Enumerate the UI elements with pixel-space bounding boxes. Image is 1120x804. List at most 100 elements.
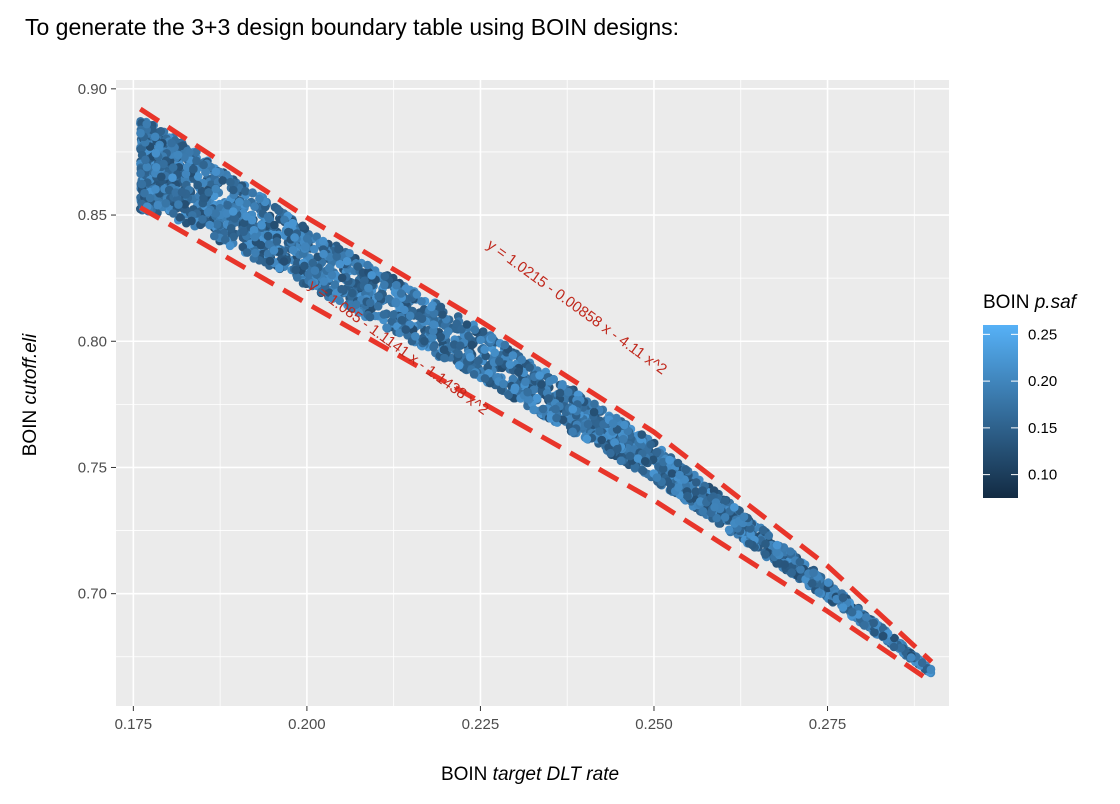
data-point xyxy=(761,539,770,549)
data-point xyxy=(384,294,394,304)
data-point xyxy=(869,618,878,628)
data-point xyxy=(229,232,238,242)
x-tick-label: 0.275 xyxy=(809,716,847,733)
data-point xyxy=(608,419,618,428)
data-point xyxy=(674,483,683,492)
data-point xyxy=(242,212,251,221)
data-point xyxy=(137,144,146,153)
legend-tick-label: 0.10 xyxy=(1028,467,1057,484)
data-point xyxy=(681,465,691,475)
data-point xyxy=(328,294,338,303)
data-point xyxy=(169,209,178,218)
data-point xyxy=(136,169,145,178)
legend-tick-label: 0.20 xyxy=(1028,373,1057,390)
data-point xyxy=(332,252,342,261)
data-point xyxy=(490,348,500,358)
data-point xyxy=(387,317,397,326)
data-point xyxy=(280,215,289,225)
data-point xyxy=(300,261,309,271)
data-point xyxy=(193,180,202,190)
data-point xyxy=(772,540,782,550)
data-point xyxy=(312,232,322,241)
data-point xyxy=(720,496,730,506)
data-point xyxy=(181,169,191,179)
data-point xyxy=(809,568,818,577)
data-point xyxy=(380,271,390,281)
data-point xyxy=(255,194,264,203)
data-point xyxy=(443,327,453,336)
data-point xyxy=(720,513,730,522)
data-point xyxy=(310,244,319,254)
data-point xyxy=(397,315,407,325)
data-point xyxy=(890,633,899,643)
data-point xyxy=(241,187,250,196)
data-point xyxy=(568,427,577,437)
data-point xyxy=(223,200,232,210)
data-point xyxy=(504,390,513,400)
data-point xyxy=(389,310,398,319)
data-point xyxy=(712,513,721,523)
data-point xyxy=(847,607,857,617)
data-point xyxy=(319,277,329,286)
y-tick-label: 0.90 xyxy=(78,81,107,98)
data-point xyxy=(242,199,251,208)
x-axis-title: BOIN target DLT rate xyxy=(441,764,619,785)
data-point xyxy=(230,214,240,223)
data-point xyxy=(464,331,473,341)
data-point xyxy=(171,188,180,197)
data-point xyxy=(301,242,310,251)
data-point xyxy=(597,435,606,445)
data-point xyxy=(310,266,320,275)
data-point xyxy=(476,335,485,345)
data-point xyxy=(691,487,701,496)
data-point xyxy=(175,213,184,222)
data-point xyxy=(508,351,518,360)
data-point xyxy=(167,138,176,148)
data-point xyxy=(436,302,446,312)
data-point xyxy=(405,311,415,321)
data-point xyxy=(151,185,160,194)
data-point xyxy=(870,628,879,637)
data-point xyxy=(204,188,213,197)
data-point xyxy=(257,221,267,230)
color-legend: BOIN p.saf 0.25 0.20 0.15 0.10 xyxy=(983,292,1078,498)
data-point xyxy=(140,188,149,198)
data-point xyxy=(549,375,558,384)
data-point xyxy=(199,193,208,203)
data-point xyxy=(523,387,532,397)
y-tick-label: 0.85 xyxy=(78,207,107,224)
data-point xyxy=(787,568,796,577)
data-point xyxy=(364,283,373,293)
data-point xyxy=(324,263,334,273)
data-point xyxy=(439,345,449,355)
data-point xyxy=(764,531,774,540)
data-point xyxy=(438,310,447,319)
data-point xyxy=(537,380,546,389)
data-point xyxy=(203,207,213,217)
data-point xyxy=(417,314,427,324)
data-point xyxy=(744,539,754,548)
data-point xyxy=(243,248,252,257)
data-point xyxy=(159,159,168,169)
data-point xyxy=(510,385,519,395)
data-point xyxy=(293,258,302,268)
data-point xyxy=(673,458,683,468)
x-tick-label: 0.200 xyxy=(288,716,326,733)
data-point xyxy=(616,456,626,466)
data-point xyxy=(235,197,244,207)
data-point xyxy=(619,434,628,444)
data-point xyxy=(633,454,643,463)
data-point xyxy=(824,578,833,587)
data-point xyxy=(168,163,178,172)
data-point xyxy=(759,525,768,535)
data-point xyxy=(345,249,354,258)
data-point xyxy=(211,167,221,176)
data-point xyxy=(225,241,235,251)
data-point xyxy=(226,224,236,233)
data-point xyxy=(189,164,198,174)
data-point xyxy=(552,413,561,423)
data-point xyxy=(302,234,312,243)
data-point xyxy=(263,231,273,241)
data-point xyxy=(428,326,438,336)
